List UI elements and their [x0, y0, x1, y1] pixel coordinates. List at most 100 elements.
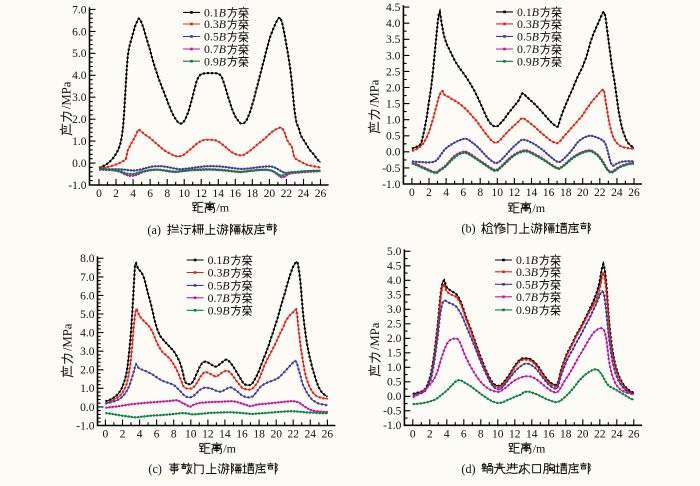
svg-text:0.5B: 0.5B [204, 30, 226, 44]
svg-text:0.3B: 0.3B [517, 17, 539, 31]
svg-text:8: 8 [164, 188, 170, 200]
svg-text:24: 24 [298, 188, 310, 200]
svg-text:0.1B: 0.1B [204, 6, 226, 20]
svg-text:4.0: 4.0 [386, 18, 401, 30]
svg-text:4.0: 4.0 [387, 275, 402, 287]
svg-text:-0.5: -0.5 [382, 163, 400, 175]
svg-text:8: 8 [478, 429, 484, 441]
svg-text:3.0: 3.0 [72, 92, 87, 104]
svg-text:(c): (c) [148, 462, 162, 476]
svg-text:1.5: 1.5 [387, 348, 402, 360]
svg-text:4.0: 4.0 [80, 328, 95, 340]
svg-text:4: 4 [137, 429, 143, 441]
svg-text:2: 2 [113, 188, 119, 200]
svg-text:/m: /m [216, 201, 229, 215]
svg-text:2.5: 2.5 [386, 66, 401, 78]
svg-text:-1.0: -1.0 [76, 420, 94, 432]
svg-text:6: 6 [461, 429, 467, 441]
svg-text:0.9B: 0.9B [517, 54, 539, 68]
svg-text:4: 4 [443, 187, 449, 199]
svg-text:0.7B: 0.7B [208, 291, 230, 305]
svg-text:22: 22 [594, 187, 606, 199]
svg-text:26: 26 [315, 188, 327, 200]
svg-text:0.1B: 0.1B [517, 5, 539, 19]
svg-text:2.0: 2.0 [386, 82, 401, 94]
svg-text:10: 10 [492, 187, 504, 199]
svg-text:0: 0 [409, 187, 415, 199]
svg-text:0.9B: 0.9B [208, 303, 230, 317]
svg-text:4: 4 [130, 188, 136, 200]
svg-text:0.7B: 0.7B [516, 290, 538, 304]
svg-text:22: 22 [287, 429, 299, 441]
svg-text:0: 0 [96, 188, 102, 200]
svg-text:3.0: 3.0 [387, 304, 402, 316]
svg-text:0.9B: 0.9B [516, 303, 538, 317]
svg-text:18: 18 [247, 188, 259, 200]
svg-text:0.9B: 0.9B [204, 54, 226, 68]
svg-text:6.0: 6.0 [80, 290, 95, 302]
svg-text:(d): (d) [461, 462, 475, 476]
svg-text:0.3B: 0.3B [204, 17, 226, 31]
svg-text:0.0: 0.0 [387, 391, 402, 403]
svg-text:4: 4 [444, 429, 450, 441]
svg-text:26: 26 [322, 429, 334, 441]
svg-text:4.0: 4.0 [72, 70, 87, 82]
svg-text:12: 12 [202, 429, 214, 441]
svg-text:26: 26 [628, 187, 640, 199]
svg-text:8.0: 8.0 [80, 253, 95, 265]
svg-text:24: 24 [305, 429, 317, 441]
svg-text:14: 14 [213, 188, 225, 200]
svg-text:5.0: 5.0 [72, 48, 87, 60]
svg-text:/m: /m [532, 201, 545, 215]
svg-text:3.0: 3.0 [386, 50, 401, 62]
svg-text:1.0: 1.0 [80, 383, 95, 395]
svg-text:20: 20 [577, 429, 589, 441]
svg-text:8: 8 [477, 187, 483, 199]
svg-text:14: 14 [526, 429, 538, 441]
svg-text:14: 14 [526, 187, 538, 199]
svg-text:7.0: 7.0 [80, 272, 95, 284]
svg-text:24: 24 [611, 187, 623, 199]
svg-text:20: 20 [264, 188, 276, 200]
svg-text:/m: /m [533, 441, 546, 455]
svg-text:2.5: 2.5 [387, 319, 402, 331]
svg-text:16: 16 [230, 188, 242, 200]
svg-text:18: 18 [253, 429, 265, 441]
svg-text:10: 10 [185, 429, 197, 441]
svg-text:3.5: 3.5 [386, 34, 401, 46]
svg-text:22: 22 [594, 429, 606, 441]
svg-text:0.7B: 0.7B [517, 42, 539, 56]
svg-text:0.5B: 0.5B [208, 279, 230, 293]
svg-text:0: 0 [410, 429, 416, 441]
svg-text:2: 2 [427, 429, 433, 441]
svg-text:/MPa: /MPa [60, 323, 74, 351]
svg-text:0.5: 0.5 [387, 377, 402, 389]
svg-text:1.5: 1.5 [386, 99, 401, 111]
svg-text:6: 6 [154, 429, 160, 441]
svg-text:2: 2 [426, 187, 432, 199]
svg-text:-1.0: -1.0 [383, 420, 401, 432]
svg-text:-1.0: -1.0 [382, 179, 400, 191]
svg-text:0.5B: 0.5B [517, 30, 539, 44]
svg-text:18: 18 [560, 429, 572, 441]
svg-text:5.0: 5.0 [80, 309, 95, 321]
svg-text:7.0: 7.0 [72, 4, 87, 16]
svg-text:14: 14 [219, 429, 231, 441]
svg-text:-0.5: -0.5 [383, 406, 401, 418]
svg-text:18: 18 [560, 187, 572, 199]
svg-text:6: 6 [147, 188, 153, 200]
svg-text:/MPa: /MPa [368, 322, 382, 350]
svg-text:0.5B: 0.5B [516, 277, 538, 291]
svg-text:10: 10 [492, 429, 504, 441]
svg-text:2.0: 2.0 [80, 365, 95, 377]
svg-text:4.5: 4.5 [386, 2, 401, 14]
svg-text:24: 24 [611, 429, 623, 441]
svg-text:0.1B: 0.1B [208, 253, 230, 267]
svg-text:0.5: 0.5 [386, 131, 401, 143]
svg-text:22: 22 [281, 188, 293, 200]
svg-text:0: 0 [103, 429, 109, 441]
svg-text:0.0: 0.0 [80, 402, 95, 414]
svg-text:0.3B: 0.3B [208, 266, 230, 280]
svg-text:4.5: 4.5 [387, 261, 402, 273]
svg-text:16: 16 [543, 429, 555, 441]
